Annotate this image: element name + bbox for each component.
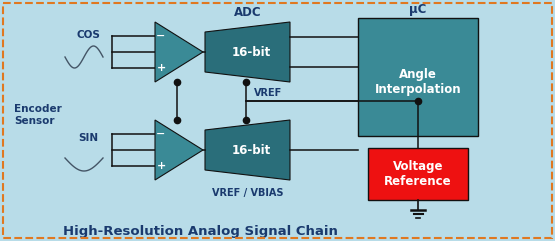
Polygon shape xyxy=(205,22,290,82)
Text: Voltage
Reference: Voltage Reference xyxy=(384,160,452,188)
Text: +: + xyxy=(157,161,165,171)
Text: VREF / VBIAS: VREF / VBIAS xyxy=(212,188,283,198)
Bar xyxy=(358,18,478,136)
Text: ADC: ADC xyxy=(234,7,262,20)
Polygon shape xyxy=(155,22,203,82)
Polygon shape xyxy=(205,120,290,180)
Text: COS: COS xyxy=(76,30,100,40)
Text: μC: μC xyxy=(410,4,427,16)
Text: +: + xyxy=(157,63,165,73)
Bar xyxy=(368,148,468,200)
Text: Encoder
Sensor: Encoder Sensor xyxy=(14,104,62,126)
Text: −: − xyxy=(157,129,166,139)
Text: 16-bit: 16-bit xyxy=(232,46,271,59)
Text: High-Resolution Analog Signal Chain: High-Resolution Analog Signal Chain xyxy=(63,226,337,239)
Polygon shape xyxy=(155,120,203,180)
Text: VREF: VREF xyxy=(254,88,282,98)
Text: 16-bit: 16-bit xyxy=(232,143,271,156)
Text: Angle
Interpolation: Angle Interpolation xyxy=(375,68,461,96)
Text: SIN: SIN xyxy=(78,133,98,143)
Text: −: − xyxy=(157,31,166,41)
